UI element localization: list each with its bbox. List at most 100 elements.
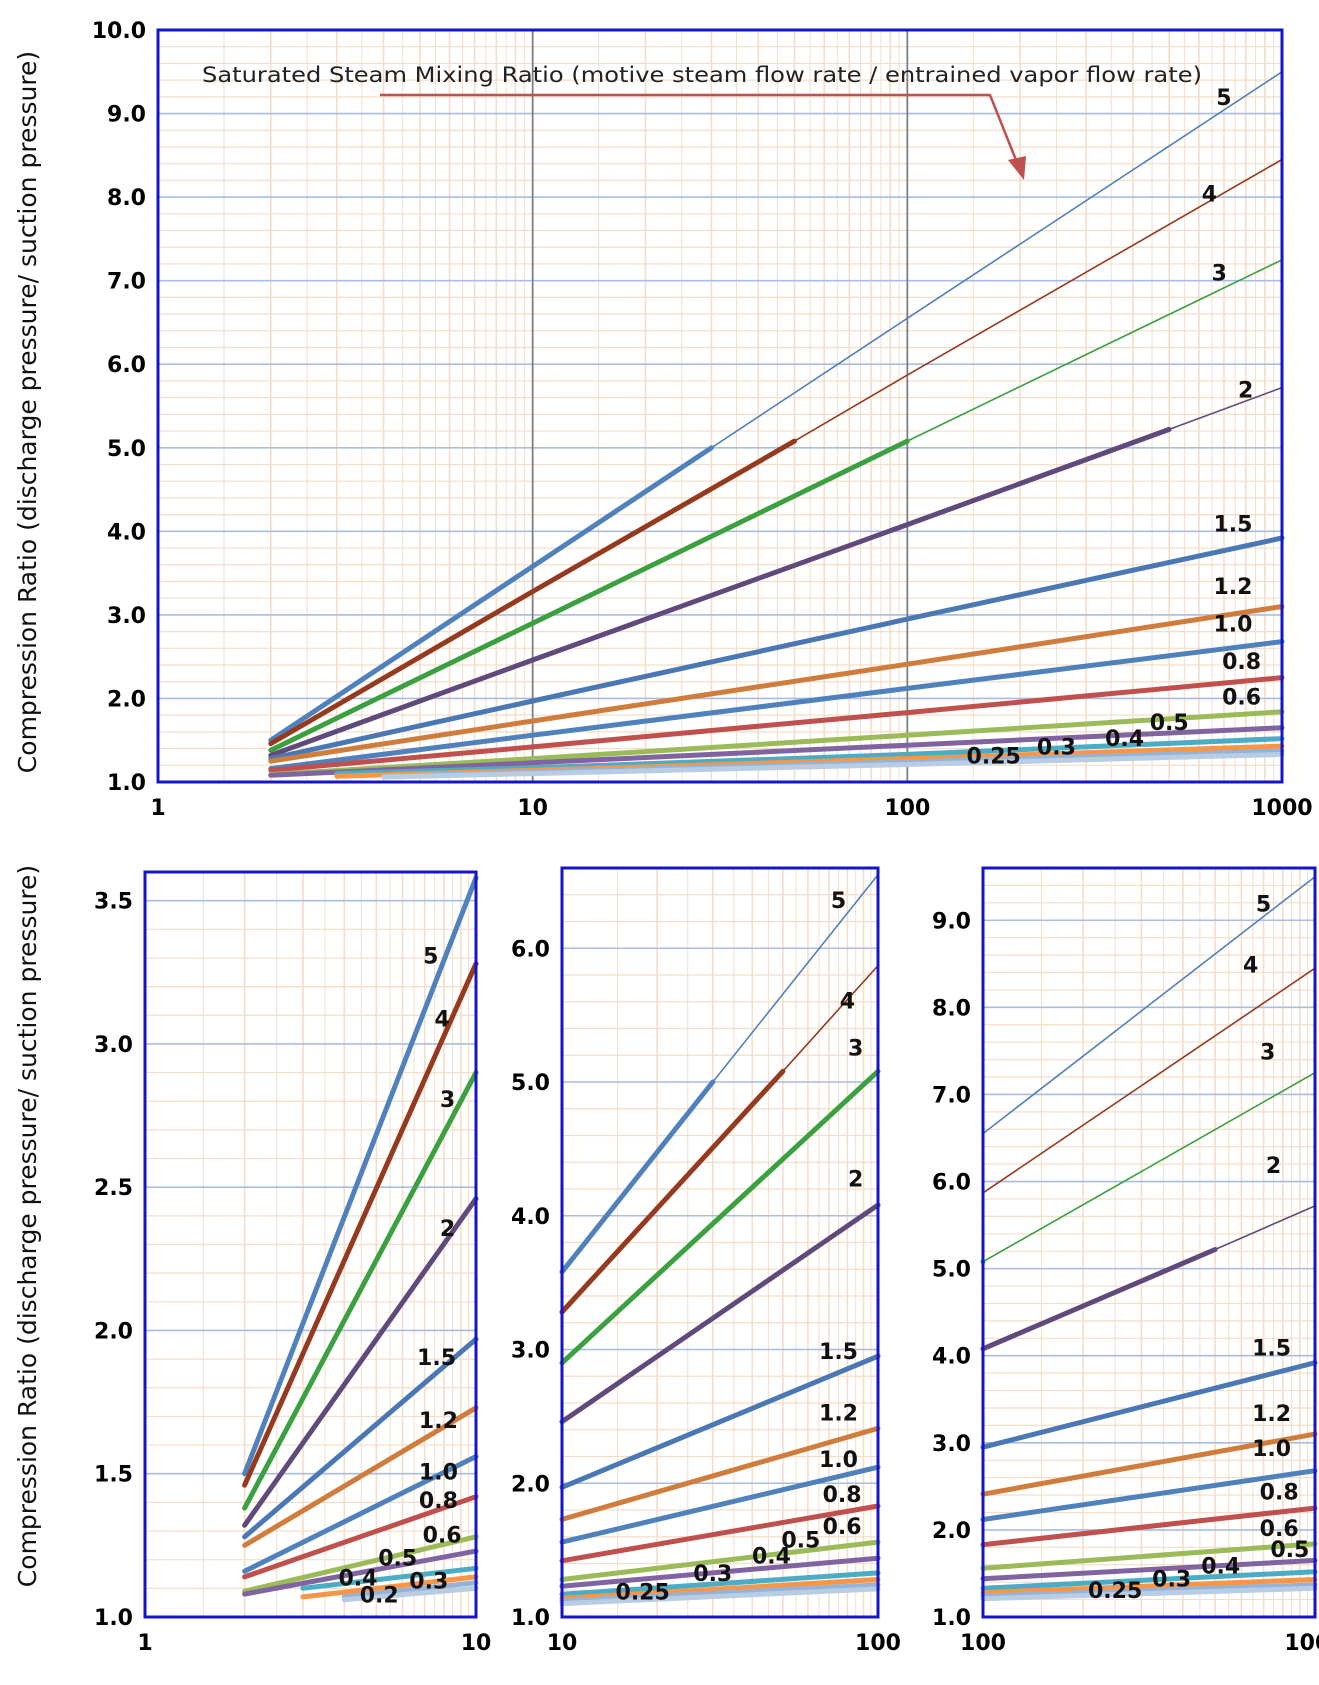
y-tick-label: 1.5 <box>94 1463 133 1488</box>
plot-area <box>983 868 1315 1617</box>
series-label-5: 5 <box>831 889 846 914</box>
x-tick-label: 100 <box>960 1631 1006 1656</box>
mixing-ratio-annotation: Saturated Steam Mixing Ratio (motive ste… <box>202 63 1202 87</box>
y-tick-label: 2.0 <box>511 1472 550 1497</box>
x-tick-label: 100 <box>855 1631 901 1656</box>
y-tick-label: 5.0 <box>511 1071 550 1096</box>
series-label-0.6: 0.6 <box>1260 1517 1299 1542</box>
series-label-0.5: 0.5 <box>378 1546 417 1571</box>
series-line-5-extension <box>710 71 1283 449</box>
series-line-4 <box>268 438 797 747</box>
series-label-1.5: 1.5 <box>417 1346 456 1371</box>
annotation-arrowhead <box>1008 156 1026 180</box>
series-label-0.8: 0.8 <box>823 1483 862 1508</box>
series-label-3: 3 <box>1260 1041 1275 1066</box>
series-label-0.4: 0.4 <box>338 1566 377 1591</box>
plot-frame <box>981 866 1317 1619</box>
series-group <box>268 71 1285 780</box>
series-line-1.5 <box>268 535 1285 762</box>
series-label-4: 4 <box>840 989 855 1014</box>
y-tick-label: 4.0 <box>932 1345 971 1370</box>
y-tick-label: 1.0 <box>107 771 146 796</box>
x-tick-label: 10 <box>517 796 548 821</box>
series-line-4-extension <box>794 158 1283 442</box>
series-label-1.2: 1.2 <box>419 1409 458 1434</box>
series-label-3: 3 <box>1212 262 1227 287</box>
series-label-0.25: 0.25 <box>616 1581 670 1606</box>
chart-bottom-middle-range: 5 4 3 2 1.5 1.2 1.0 0.8 0.60.50.4 0.3 0.25 1.0 2.0 3.… <box>511 866 901 1656</box>
series-line-3-extension <box>982 1072 1316 1263</box>
series-label-0.3: 0.3 <box>693 1562 732 1587</box>
chart-bottom-right-range: 5 4 3 2 1.5 1.2 1.0 0.8 0.60.5 0.4 0.3 0.25 1.0 2.0 3.… <box>932 866 1319 1656</box>
y-tick-label: 1.0 <box>932 1606 971 1631</box>
series-label-1.5: 1.5 <box>1214 512 1253 537</box>
y-tick-label: 3.0 <box>511 1339 550 1364</box>
series-label-0.6: 0.6 <box>823 1515 862 1540</box>
series-line-2-extension <box>1214 1205 1316 1251</box>
series-label-2: 2 <box>1238 379 1253 404</box>
series-label-1.0: 1.0 <box>819 1448 858 1473</box>
series-label-1.0: 1.0 <box>1252 1437 1291 1462</box>
series-label-4: 4 <box>434 1008 449 1033</box>
series-label-1.5: 1.5 <box>819 1340 858 1365</box>
annotation-arrow-line <box>380 93 1020 166</box>
y-tick-label: 7.0 <box>932 1083 971 1108</box>
series-label-0.6: 0.6 <box>423 1524 462 1549</box>
series-label-4: 4 <box>1243 954 1258 979</box>
bottom-y-axis-label: Compression Ratio (discharge pressure/ s… <box>13 865 42 1587</box>
y-tick-label: 2.0 <box>107 687 146 712</box>
series-label-1.0: 1.0 <box>1214 613 1253 638</box>
y-tick-label: 3.0 <box>94 1033 133 1058</box>
y-tick-label: 8.0 <box>107 186 146 211</box>
y-tick-label: 3.5 <box>94 890 133 915</box>
series-label-0.3: 0.3 <box>1152 1568 1191 1593</box>
series-line-0.4 <box>334 736 1285 777</box>
series-label-0.4: 0.4 <box>1105 727 1144 752</box>
series-label-0.5: 0.5 <box>1150 711 1189 736</box>
series-line-0.5 <box>268 725 1285 778</box>
series-label-4: 4 <box>1202 182 1217 207</box>
plot-frame <box>156 28 1284 784</box>
series-label-0.25: 0.25 <box>967 745 1021 770</box>
series-label-0.8: 0.8 <box>1260 1480 1299 1505</box>
series-label-1.2: 1.2 <box>1252 1402 1291 1427</box>
x-tick-label: 1000 <box>1251 796 1312 821</box>
series-line-1.0 <box>268 639 1285 772</box>
series-line-3 <box>268 438 910 753</box>
y-tick-label: 4.0 <box>511 1205 550 1230</box>
series-line-2 <box>268 426 1172 758</box>
series-label-5: 5 <box>1216 86 1231 111</box>
y-tick-label: 4.0 <box>107 520 146 545</box>
series-label-0.8: 0.8 <box>419 1489 458 1514</box>
y-tick-label: 2.5 <box>94 1176 133 1201</box>
y-tick-label: 3.0 <box>107 604 146 629</box>
x-tick-label: 1 <box>150 796 165 821</box>
x-tick-label: 1000 <box>1284 1631 1319 1656</box>
y-tick-label: 5.0 <box>932 1258 971 1283</box>
y-tick-label: 9.0 <box>932 909 971 934</box>
x-tick-label: 1 <box>137 1631 152 1656</box>
series-label-0.6: 0.6 <box>1222 685 1261 710</box>
chart-bottom-left-range: 5 4 3 2 1.5 1.2 1.0 0.8 0.60.50.4 0.3 0.2 1.0 1.5 2.0… <box>94 870 491 1656</box>
series-line-5 <box>268 445 714 743</box>
y-tick-label: 2.0 <box>94 1319 133 1344</box>
plot-area <box>158 30 1282 782</box>
y-tick-label: 1.0 <box>94 1606 133 1631</box>
minor-grid <box>158 29 1282 783</box>
series-label-0.4: 0.4 <box>752 1545 791 1570</box>
series-label-0.3: 0.3 <box>409 1569 448 1594</box>
plot-frame <box>143 870 478 1619</box>
chart-top-full-range: 5 4 3 2 1.5 1.2 1.0 0.8 0.6 0.50.4 0.3 0.25 1.0 2.0 3.… <box>92 19 1313 821</box>
y-tick-label: 1.0 <box>511 1606 550 1631</box>
series-label-3: 3 <box>440 1088 455 1113</box>
y-tick-label: 8.0 <box>932 996 971 1021</box>
y-tick-label: 7.0 <box>107 270 146 295</box>
series-line-2-extension <box>1168 386 1283 431</box>
y-tick-label: 2.0 <box>932 1519 971 1544</box>
top-y-axis-label: Compression Ratio (discharge pressure/ s… <box>13 51 42 773</box>
series-label-2: 2 <box>440 1217 455 1242</box>
y-tick-label: 9.0 <box>107 103 146 128</box>
y-tick-label: 6.0 <box>511 937 550 962</box>
series-label-0.5: 0.5 <box>781 1528 820 1553</box>
